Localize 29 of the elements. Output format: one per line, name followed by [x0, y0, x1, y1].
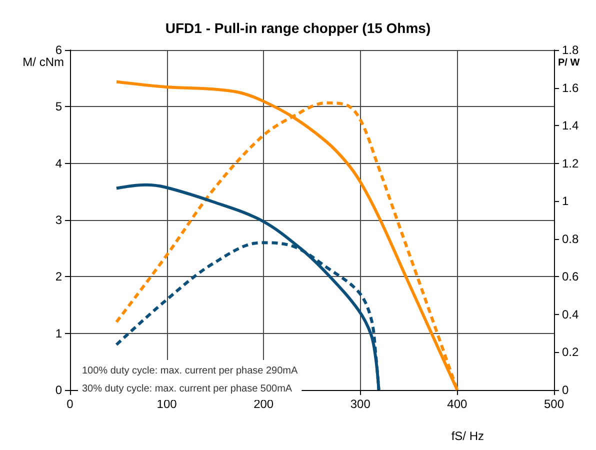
annotation: 30% duty cycle: max. current per phase 500mA: [82, 384, 292, 394]
y-tick-label: 4: [55, 156, 62, 170]
x-tick-label: 100: [156, 397, 178, 411]
x-tick-label: 0: [66, 397, 74, 411]
y2-tick-label: 0.4: [562, 307, 580, 322]
y2-tick-label: 0.2: [562, 345, 580, 360]
y-tick-label: 6: [55, 43, 62, 57]
y2-axis-title: P/ W: [558, 58, 580, 68]
x-tick-label: 500: [544, 397, 564, 411]
annotation: 100% duty cycle: max. current per phase 290mA: [82, 366, 298, 376]
x-tick-label: 400: [447, 397, 468, 411]
y-tick-label: 5: [55, 100, 62, 114]
y-axis-title: M/ cNm: [22, 55, 64, 69]
x-tick-label: 200: [254, 397, 274, 411]
y2-tick-label: 0: [562, 383, 569, 397]
y2-tick-label: 1: [562, 194, 569, 208]
y2-tick-label: 1.4: [562, 118, 580, 133]
x-tick-label: 300: [350, 397, 371, 411]
y-tick-label: 2: [55, 270, 62, 284]
y2-tick-label: 1.8: [562, 43, 580, 57]
y-tick-label: 1: [55, 326, 62, 340]
x-axis-title: fS/ Hz: [451, 429, 484, 443]
chart-title: UFD1 - Pull-in range chopper (15 Ohms): [165, 20, 431, 36]
y2-tick-label: 1.2: [562, 156, 580, 170]
y-tick-label: 3: [55, 213, 62, 227]
y-tick-label: 0: [55, 383, 62, 397]
y2-tick-label: 0.8: [562, 232, 580, 246]
y2-tick-label: 0.6: [562, 270, 580, 284]
y2-tick-label: 1.6: [562, 80, 580, 95]
